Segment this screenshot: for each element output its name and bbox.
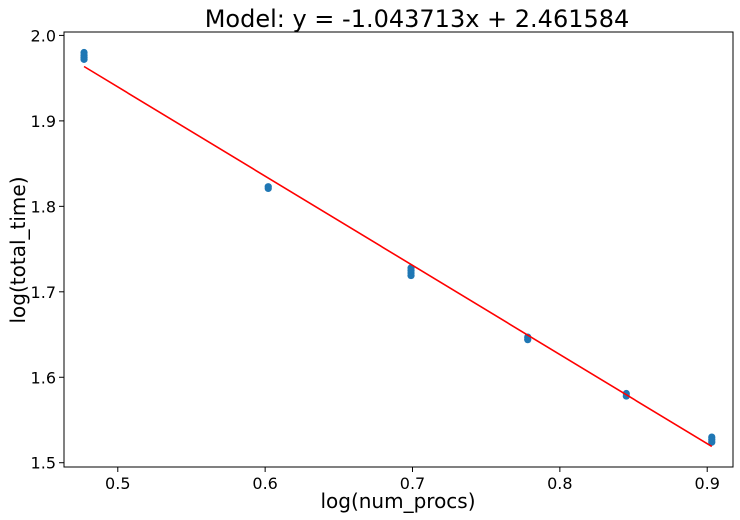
x-tick-label: 0.5 [105, 474, 130, 493]
x-tick-label: 0.9 [694, 474, 719, 493]
y-tick-label: 1.5 [31, 454, 56, 473]
data-point [407, 271, 415, 280]
regression-line [83, 65, 713, 448]
y-tick-label: 1.6 [31, 368, 56, 387]
data-point [80, 55, 88, 63]
x-tick-label: 0.8 [547, 474, 572, 493]
y-tick-label: 1.9 [31, 112, 56, 131]
x-tick-label: 0.7 [400, 474, 425, 493]
data-point [264, 184, 272, 192]
chart-title: Model: y = -1.043713x + 2.461584 [205, 5, 630, 33]
plot-frame [63, 31, 734, 468]
data-point [708, 438, 716, 446]
x-axis-label: log(num_procs) [320, 489, 475, 513]
y-tick-label: 1.7 [31, 283, 56, 302]
plot-area: 0.5 0.6 0.7 0.8 0.9 1.5 1.6 1.7 1.8 1.9 2.0 [31, 26, 734, 493]
y-tick-label: 2.0 [31, 26, 56, 45]
y-tick-label: 1.8 [31, 197, 56, 216]
y-axis-label: log(total_time) [6, 176, 30, 323]
data-point [524, 336, 532, 344]
x-tick-label: 0.6 [252, 474, 277, 493]
